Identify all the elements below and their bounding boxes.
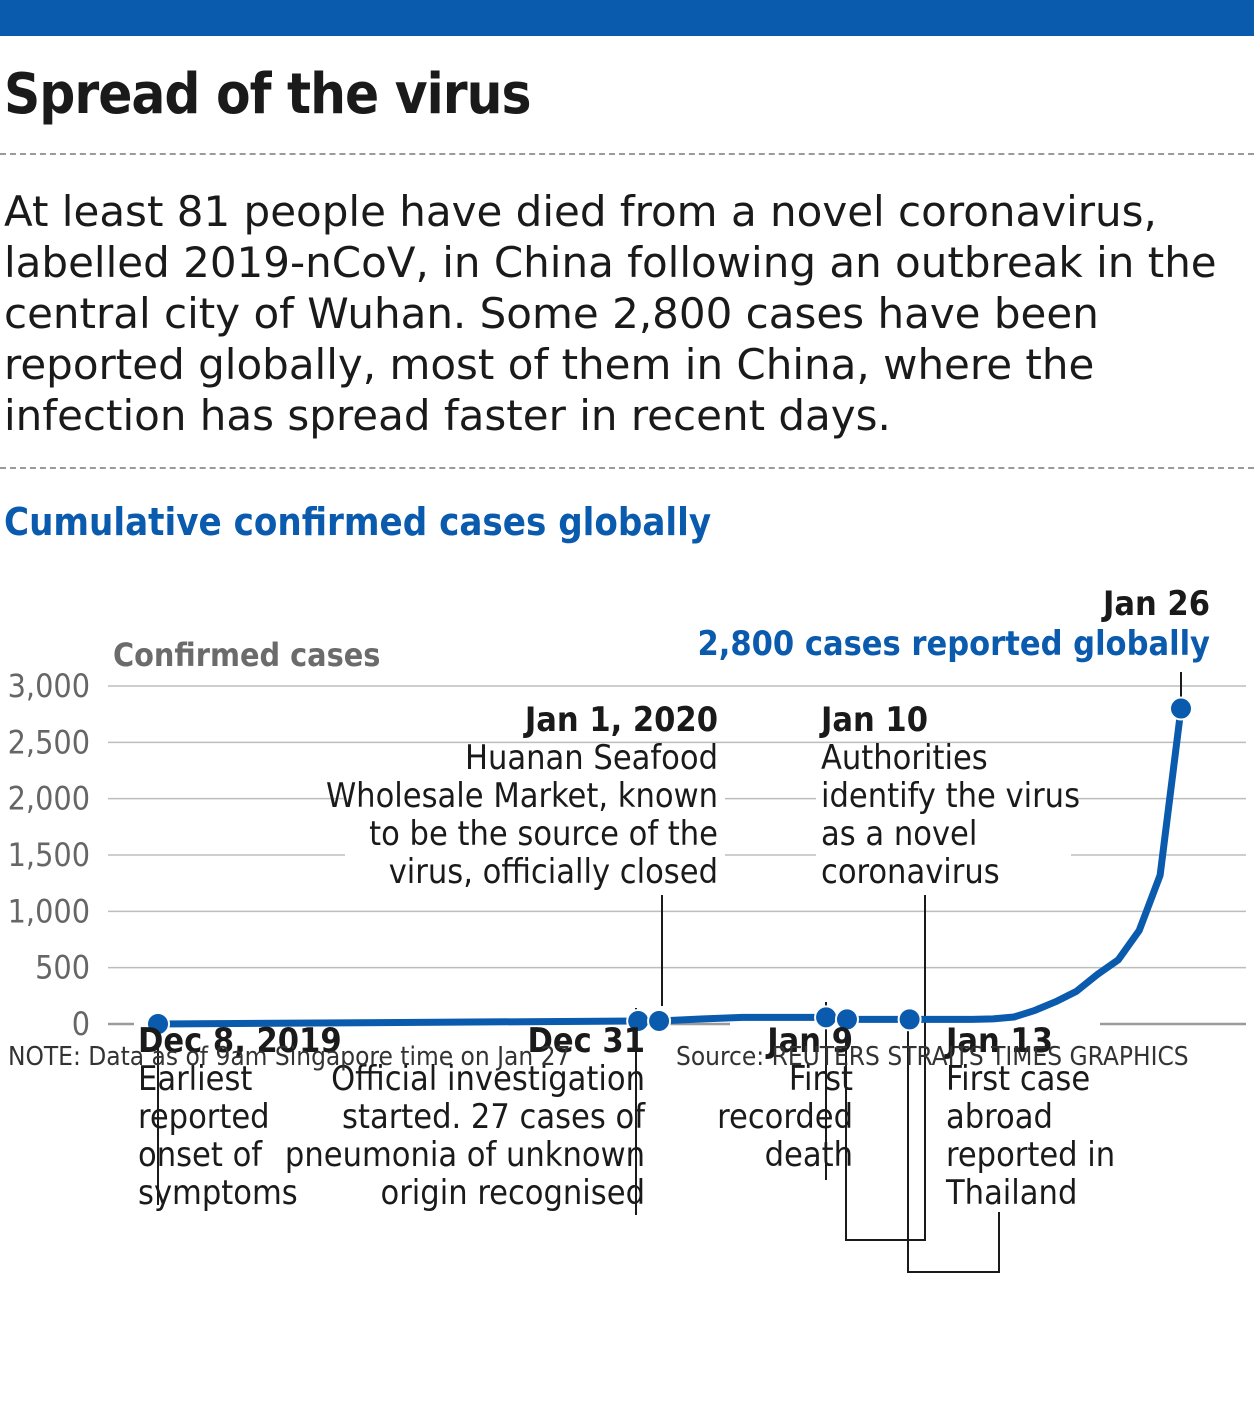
annotation-text: to be the source of the [369,814,718,854]
annotation-date: Jan 1, 2020 [523,700,718,740]
annotation-text: abroad [946,1097,1053,1137]
y-tick-label: 500 [35,949,90,987]
event-marker [146,1012,170,1036]
event-marker [1169,696,1193,721]
annotation-text: First case [946,1059,1090,1099]
footnote-source: Source: REUTERS STRAITS TIMES GRAPHICS [676,1042,1189,1072]
annotation-date: Jan 10 [819,700,928,740]
label-backdrop [134,1000,654,1210]
event-marker [834,1007,859,1032]
y-tick-label: 0 [72,1005,90,1043]
annotation-date: Dec 8, 2019 [138,1021,342,1061]
annotation-text: death [765,1135,853,1175]
annotation-text: 2,800 cases reported globally [697,624,1210,664]
annotation-text: as a novel [821,814,977,854]
label-backdrop [816,790,1071,880]
annotation-text: reported [138,1097,270,1137]
annotation-text: onset of [138,1135,263,1175]
event-marker [647,1008,672,1033]
annotation-date: Jan 26 [1101,584,1210,624]
y-axis-label: Confirmed cases [113,636,380,674]
y-tick-label: 2,500 [8,723,90,761]
annotation-text: coronavirus [821,852,1000,892]
annotation-date: Jan 9 [765,1021,853,1061]
divider-bottom [0,467,1254,469]
event-markers [146,696,1193,1036]
y-tick-label: 1,000 [8,892,90,930]
series-line [154,705,1185,1028]
event-marker [897,1007,922,1032]
y-tick-label: 3,000 [8,667,90,705]
annotation-text: Earliest [138,1059,252,1099]
chart-title: Cumulative confirmed cases globally [4,500,712,544]
y-tick-label: 1,500 [8,836,90,874]
leader-line [907,1010,1000,1273]
label-backdrop [345,790,725,880]
y-tick-labels: 0 500 1,000 1,500 2,000 2,500 3,000 [8,667,90,1043]
annotation-text: Thailand [945,1173,1077,1213]
annotation-text: symptoms [138,1173,298,1213]
annotation-leaders [157,672,1182,1273]
annotation-text: pneumonia of unknown [285,1135,645,1175]
annotation-text: reported in [946,1135,1115,1175]
annotation-date: Dec 31 [528,1021,646,1061]
divider-top [0,153,1254,155]
annotation-text: virus, officially closed [389,852,718,892]
annotation-text: recorded [717,1097,853,1137]
label-backdrop [816,896,941,906]
grid-lines [108,685,1246,1210]
annotation-text: Official investigation [331,1059,645,1099]
top-accent-bar [0,0,1254,36]
annotation-text: identify the virus [821,776,1080,816]
annotation-text: Wholesale Market, known [326,776,718,816]
footnote-note: NOTE: Data as of 9am Singapore time on J… [8,1042,571,1072]
annotation-text: Authorities [821,738,988,778]
annotation-text: started. 27 cases of [342,1097,646,1137]
y-tick-label: 2,000 [8,780,90,818]
annotation-date: Jan 13 [944,1021,1053,1061]
label-backdrop [730,1000,1100,1210]
annotation-text: origin recognised [381,1173,645,1213]
intro-text: At least 81 people have died from a nove… [4,187,1217,440]
leader-line [845,895,926,1241]
annotation-text: Huanan Seafood [465,738,718,778]
series-layer [154,705,1185,1028]
page-title: Spread of the virus [4,62,532,127]
annotation-text: First [789,1059,853,1099]
